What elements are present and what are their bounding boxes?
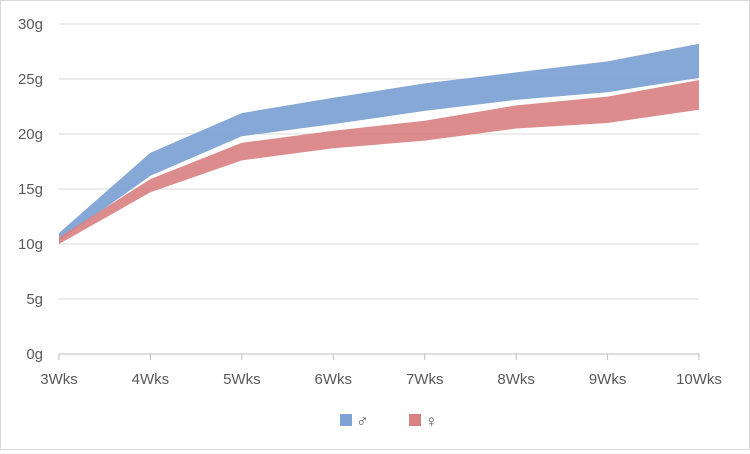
y-tick-label: 15g [18,181,43,198]
x-tick-label: 4Wks [132,371,170,388]
x-tick-label: 6Wks [315,371,353,388]
y-tick-label: 20g [18,126,43,143]
series-bands [59,43,699,244]
y-tick-label: 25g [18,71,43,88]
series-band-female [59,80,699,244]
x-tick-label: 10Wks [676,371,722,388]
legend-label-female: ♀ [425,412,438,431]
series-band-male [59,43,699,241]
x-tick-label: 9Wks [589,371,627,388]
legend-swatch-female [409,414,421,426]
y-tick-label: 0g [26,346,43,363]
x-tick-label: 5Wks [223,371,261,388]
legend-label-male: ♂ [356,412,369,431]
y-tick-label: 5g [26,291,43,308]
y-tick-label: 30g [18,16,43,33]
x-tick-label: 8Wks [497,371,535,388]
legend-swatch-male [340,414,352,426]
axes: 0g 5g 10g 15g 20g 25g 30g 3Wks 4Wks 5Wks 6Wks 7Wks 8… [18,16,722,388]
y-tick-label: 10g [18,236,43,253]
gridlines [59,23,699,300]
legend: ♂ ♀ [340,412,438,431]
x-tick-label: 3Wks [40,371,78,388]
x-tick-label: 7Wks [406,371,444,388]
